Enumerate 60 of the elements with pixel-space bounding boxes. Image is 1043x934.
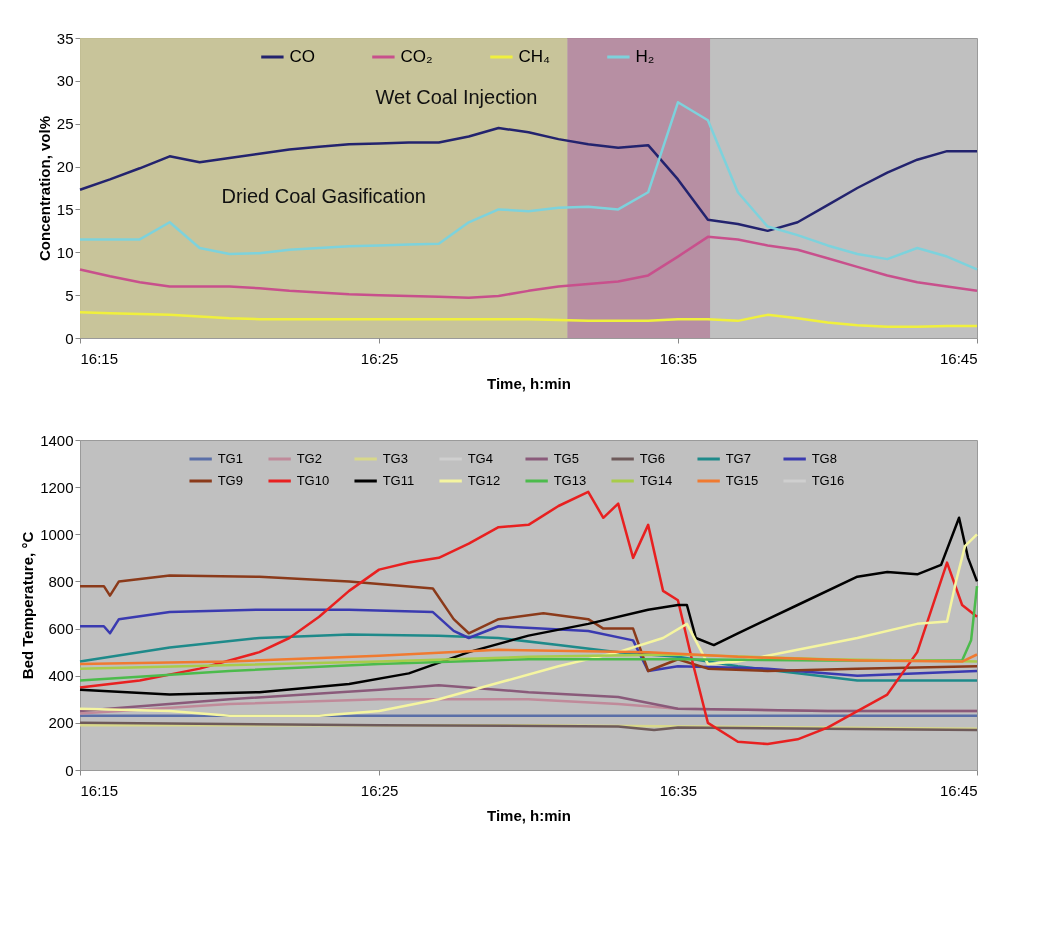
line-series: [78, 311, 979, 329]
y-axis-title: Concentration, vol%: [35, 115, 53, 262]
legend-label: TG3: [382, 451, 408, 466]
line-series: [78, 126, 979, 233]
x-tick-label: 16:35: [659, 349, 698, 367]
legend-label: TG7: [725, 451, 751, 466]
x-tick-label: 16:45: [939, 349, 978, 367]
y-tick-label: 1000: [40, 525, 74, 543]
legend-label: TG12: [467, 473, 501, 488]
y-axis-title: Bed Temperature, °C: [19, 531, 37, 680]
x-tick-label: 16:25: [360, 349, 399, 367]
legend-label: TG5: [553, 451, 579, 466]
line-series: [78, 490, 979, 746]
legend-label: TG9: [217, 473, 243, 488]
legend-label: TG16: [811, 473, 845, 488]
legend-label: TG11: [382, 473, 415, 488]
legend-label: TG14: [639, 473, 673, 488]
y-tick-label: 5: [65, 286, 74, 304]
line-series: [78, 516, 979, 696]
x-tick-label: 16:45: [939, 781, 978, 799]
line-series: [78, 608, 979, 677]
y-tick-label: 0: [65, 761, 74, 779]
legend-label: TG15: [725, 473, 759, 488]
legend-label: H₂: [635, 47, 655, 66]
legend-label: TG10: [296, 473, 330, 488]
legend-label: CO: [289, 47, 315, 66]
x-axis-title: Time, h:min: [487, 806, 571, 824]
legend-label: TG1: [217, 451, 243, 466]
y-tick-label: 25: [56, 115, 74, 133]
x-tick-label: 16:35: [659, 781, 698, 799]
line-series: [78, 533, 979, 718]
x-tick-label: 16:15: [80, 781, 119, 799]
y-tick-label: 800: [48, 572, 74, 590]
x-axis-title: Time, h:min: [487, 374, 571, 392]
line-series: [78, 235, 979, 299]
x-tick-label: 16:15: [80, 349, 119, 367]
band-label: Wet Coal Injection: [375, 86, 538, 108]
y-tick-label: 10: [56, 243, 74, 261]
y-tick-label: 20: [56, 158, 74, 176]
legend-label: TG6: [639, 451, 665, 466]
legend-label: TG8: [811, 451, 837, 466]
y-tick-label: 35: [56, 29, 74, 47]
y-tick-label: 15: [56, 200, 74, 218]
line-series: [78, 683, 979, 713]
y-tick-label: 30: [56, 72, 74, 90]
y-tick-label: 600: [48, 620, 74, 638]
y-tick-label: 200: [48, 714, 74, 732]
line-series: [78, 574, 979, 673]
legend-label: TG4: [467, 451, 493, 466]
legend-label: TG13: [553, 473, 587, 488]
y-tick-label: 1200: [40, 478, 74, 496]
band-label: Dried Coal Gasification: [221, 185, 426, 207]
x-tick-label: 16:25: [360, 781, 399, 799]
legend-label: CH₄: [518, 47, 550, 66]
y-tick-label: 400: [48, 667, 74, 685]
legend-label: CO₂: [400, 47, 433, 66]
y-tick-label: 1400: [40, 431, 74, 449]
y-tick-label: 0: [65, 329, 74, 347]
line-series: [78, 648, 979, 666]
legend-label: TG2: [296, 451, 322, 466]
